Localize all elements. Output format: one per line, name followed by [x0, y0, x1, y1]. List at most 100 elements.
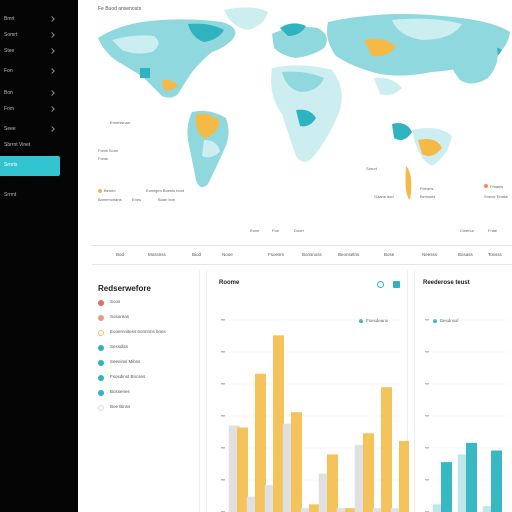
legend-dot-icon [98, 330, 104, 336]
legend-label: Sosoreas [110, 314, 130, 319]
bar-secondary[interactable] [372, 508, 384, 512]
map-annotation: Bomenonans [98, 197, 122, 202]
column-header[interactable]: Bose [384, 252, 395, 257]
y-tick [425, 415, 429, 417]
column-header[interactable]: Neesss [422, 252, 438, 257]
legend-dot-icon [98, 360, 104, 366]
bar[interactable] [291, 412, 302, 512]
bar[interactable] [381, 387, 392, 512]
map-annotation: Sorurt [366, 166, 377, 171]
panel-title: Redserwefore [98, 284, 151, 293]
y-tick [221, 319, 225, 321]
legend-label: Fsosdinst Bncses [110, 374, 146, 379]
sidebar-item[interactable]: Fon [0, 66, 78, 80]
column-header[interactable]: Mossnss [148, 252, 166, 257]
bar-secondary[interactable] [354, 444, 366, 512]
sidebar-item-label: Fon [4, 68, 13, 74]
column-header[interactable]: Biod [192, 252, 202, 257]
sidebar-item-label: Srrmt [4, 192, 17, 198]
chevron-right-icon [49, 126, 55, 132]
sidebar-item-label: Bmrt [4, 16, 15, 22]
y-tick [425, 447, 429, 449]
chevron-right-icon [49, 16, 55, 22]
legend-label: Sessdiss [110, 344, 129, 349]
y-tick [425, 383, 429, 385]
bar-secondary[interactable] [318, 473, 330, 512]
bar-secondary[interactable] [300, 508, 312, 512]
map-annotation: Emnhisnan [110, 120, 131, 125]
sidebar-item[interactable]: Srrets [0, 156, 60, 176]
sidebar-item[interactable]: Fom [0, 104, 78, 118]
y-tick [221, 447, 225, 449]
bar-secondary[interactable] [390, 508, 402, 512]
sidebar-item[interactable]: Seee [0, 124, 78, 138]
y-tick [425, 351, 429, 353]
chevron-right-icon [49, 48, 55, 54]
chevron-right-icon [49, 68, 55, 74]
bar[interactable] [399, 440, 409, 512]
column-header[interactable]: Fsoesm [268, 252, 285, 257]
sidebar-item[interactable]: Bmrt [0, 14, 78, 28]
bar-secondary[interactable] [264, 485, 276, 512]
expand-icon[interactable] [393, 281, 400, 288]
bar[interactable] [327, 454, 338, 512]
bar-chart [425, 319, 509, 512]
sidebar-item[interactable]: Srrmt [0, 190, 78, 204]
sidebar-item[interactable]: Sbrrnt Vinet [0, 140, 78, 154]
continent-europe [272, 26, 327, 58]
bar-secondary[interactable] [282, 423, 294, 512]
bar[interactable] [466, 442, 477, 512]
map-annotation: Bensses [420, 194, 436, 199]
category-legend-panel: Redserwefore Soos Sosoreas Eooernnitess bo… [90, 270, 200, 512]
bar-secondary[interactable] [228, 425, 240, 512]
legend-label: Boe Binss [110, 404, 131, 409]
bar[interactable] [255, 373, 266, 512]
bar[interactable] [363, 433, 374, 512]
chevron-right-icon [49, 32, 55, 38]
info-icon[interactable] [377, 281, 384, 288]
sidebar-item[interactable]: Bon [0, 88, 78, 102]
continent-greenland [224, 7, 268, 30]
map-annotation: Fonis [98, 156, 108, 161]
map-marker [140, 68, 150, 78]
sidebar-item[interactable]: Somrt [0, 30, 78, 44]
bar-chart-panel-secondary: Reederose teust Besdnssf [414, 270, 512, 512]
bar-secondary[interactable] [482, 506, 494, 512]
sidebar-item-label: Stee [4, 48, 15, 54]
y-tick [221, 351, 225, 353]
map-annotation: Eomlgen Boenis bont [146, 188, 185, 193]
map-annotation: Fonis Soon [98, 148, 119, 153]
bar-chart [221, 319, 409, 512]
column-header[interactable]: Bod [116, 252, 125, 257]
bar[interactable] [441, 462, 452, 512]
chart-title: Reederose teust [423, 280, 470, 286]
bar[interactable] [309, 504, 320, 512]
map-annotation: Eone [250, 228, 260, 233]
bar[interactable] [491, 450, 502, 512]
map-annotation: Cinenur [460, 228, 475, 233]
map-annotation: Fbearis [420, 186, 434, 191]
bar[interactable] [345, 508, 356, 512]
column-header[interactable]: Bonsnoss [302, 252, 322, 257]
bar-secondary[interactable] [246, 496, 258, 512]
bar-secondary[interactable] [432, 504, 444, 512]
bar[interactable] [273, 335, 284, 512]
column-header[interactable]: Beonsetns [338, 252, 360, 257]
bar-chart-panel: Roome Fsesdeans [206, 270, 409, 512]
map-annotation: Foe [272, 228, 279, 233]
column-header[interactable]: Nooe [222, 252, 233, 257]
bar[interactable] [237, 427, 248, 512]
column-header[interactable]: Bosass [458, 252, 473, 257]
y-tick [425, 479, 429, 481]
sidebar-item-label: Fom [4, 106, 14, 112]
sidebar-item-label: Somrt [4, 32, 18, 38]
column-header[interactable]: Tossss [488, 252, 502, 257]
bar-secondary[interactable] [457, 454, 469, 512]
y-tick [221, 479, 225, 481]
bar-secondary[interactable] [336, 508, 348, 512]
legend-dot-icon [98, 315, 104, 321]
legend-dot-icon [98, 345, 104, 351]
world-map[interactable]: Fe Buod ansenosts Emnhisnan [92, 0, 512, 236]
sidebar-item[interactable]: Stee [0, 46, 78, 60]
y-tick [425, 319, 429, 321]
